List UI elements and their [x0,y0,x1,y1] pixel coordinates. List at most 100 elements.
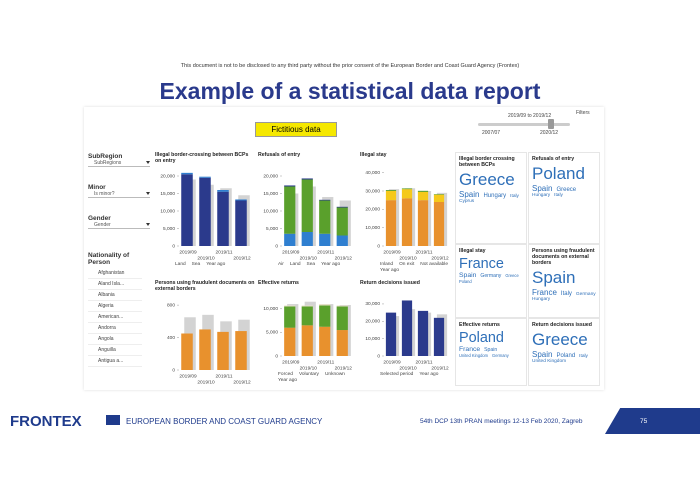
x-tick-label: 2019/12 [335,255,353,261]
bar [284,305,296,307]
nationality-item[interactable]: American... [88,312,142,323]
bar [235,199,247,201]
chart-panel: Effective returns 0 5,000 10,000 2019/09 2019… [258,280,356,386]
chart-title: Illegal border-crossing between BCPs on … [155,152,249,164]
legend-item: Air [278,262,284,267]
nationality-item[interactable]: Anguilla [88,345,142,356]
legend-label: Year ago [278,378,298,383]
ranking-panel: Persons using fraudulent documents on ex… [528,244,600,318]
bar [284,186,296,234]
country: Italy [560,291,572,297]
y-tick-label: 10,000 [263,208,278,214]
ranking-panel: Illegal stay France Spain Germany Greece Pola… [455,244,527,318]
filter-dropdown[interactable]: Gender [88,222,150,229]
bar [385,190,397,191]
y-tick-label: 30,000 [365,301,380,307]
agency: EUROPEAN BORDER AND COAST GUARD AGENCY [126,417,323,426]
bar [385,191,397,201]
nationality-item[interactable]: Albania [88,290,142,301]
chart-title: Persons using fraudulent documents on ex… [155,280,255,292]
chart-panel: Illegal stay 0 10,000 20,000 30,000 40,000 201… [360,152,452,276]
country: Hungary [532,297,551,302]
legend-label: Forced [278,372,293,377]
legend-label: Inland [380,262,394,267]
country: Italy [554,193,563,198]
y-tick-label: 5,000 [266,330,278,336]
legend-label: Sea [191,262,201,267]
legend-item: Sea [307,262,316,267]
bar [319,326,331,356]
notice: This document is not to be disclosed to … [180,63,520,69]
y-tick-label: 20,000 [160,173,175,179]
legend-label: Sea [306,262,316,267]
legend-item: On exit [399,262,414,267]
y-tick-label: 800 [167,302,175,308]
bar [319,305,331,327]
filters: SubRegion SubRegions Minor Is minor? Gender G… [88,153,150,229]
slider-thumb[interactable] [548,119,554,129]
ranking-words: Poland Spain Greece Hungary Italy [532,164,596,198]
bar [235,200,247,246]
bar [319,199,331,201]
filter-label: Nationality of Person [88,252,130,266]
country: Spain [459,272,477,279]
y-tick-label: 5,000 [163,226,175,232]
eu-flag [106,415,120,425]
y-tick-label: 0 [275,353,278,359]
y-tick-label: 5,000 [266,226,278,232]
legend-label: On exit [399,262,415,267]
x-tick-label: 2019/09 [179,249,197,255]
nationality-item[interactable]: Antigua a... [88,356,142,367]
bar [301,178,313,180]
country: France [459,256,504,272]
country: Greece [532,330,588,349]
legend: Selected period Year ago [360,372,452,377]
filter-dropdown[interactable]: SubRegions [88,160,150,167]
filter-dropdown[interactable]: Is minor? [88,191,150,198]
country: Germany [575,292,596,297]
legend-label: Year ago [206,262,226,267]
bar [417,190,429,192]
ranking-words: Greece Spain Hungary Italy Cyprus [459,170,523,204]
legend-label: Land [175,262,186,267]
legend: Forced Voluntary Unknown Year ago [258,372,356,383]
ranking-panel: Return decisions issued Greece Spain Poland… [528,318,600,386]
filters-label: Filters [576,110,590,116]
bar [199,176,211,178]
nationality-item[interactable]: Aland Isla... [88,279,142,290]
nationality-item[interactable]: Angola [88,334,142,345]
period-slider[interactable] [478,123,570,126]
bar [181,333,193,370]
chart-title: Refusals of entry [258,152,301,158]
bar [336,305,348,307]
bar [301,305,313,307]
x-tick-label: 2019/10 [197,379,215,385]
x-tick-label: 2019/11 [317,249,334,255]
ranking-title: Refusals of entry [532,156,575,162]
bar [319,200,331,234]
bar [401,198,413,246]
legend-label: Voluntary [298,372,319,377]
y-tick-label: 10,000 [365,225,380,231]
bar [301,306,313,326]
legend-label: Year ago [419,372,439,377]
badge: Fictitious data [255,122,337,137]
nationality-item[interactable]: Algeria [88,301,142,312]
legend-item: Inland [380,262,393,267]
legend-label: Unknown [324,372,345,377]
bar [401,189,413,199]
legend: Land Sea Year ago [155,262,255,267]
nationality-item[interactable]: Andorra [88,323,142,334]
country: Poland [556,353,576,359]
country: Italy [579,354,588,359]
ranking-panel: Effective returns Poland France Spain United… [455,318,527,386]
bar [217,190,229,192]
country: Spain [532,268,576,287]
bar [336,330,348,356]
x-tick-label: 2019/09 [282,249,300,255]
chart-title: Effective returns [258,280,299,286]
nationality-item[interactable]: Afghanistan [88,268,142,279]
x-tick-label: 2019/11 [416,359,433,365]
bar [336,207,348,236]
